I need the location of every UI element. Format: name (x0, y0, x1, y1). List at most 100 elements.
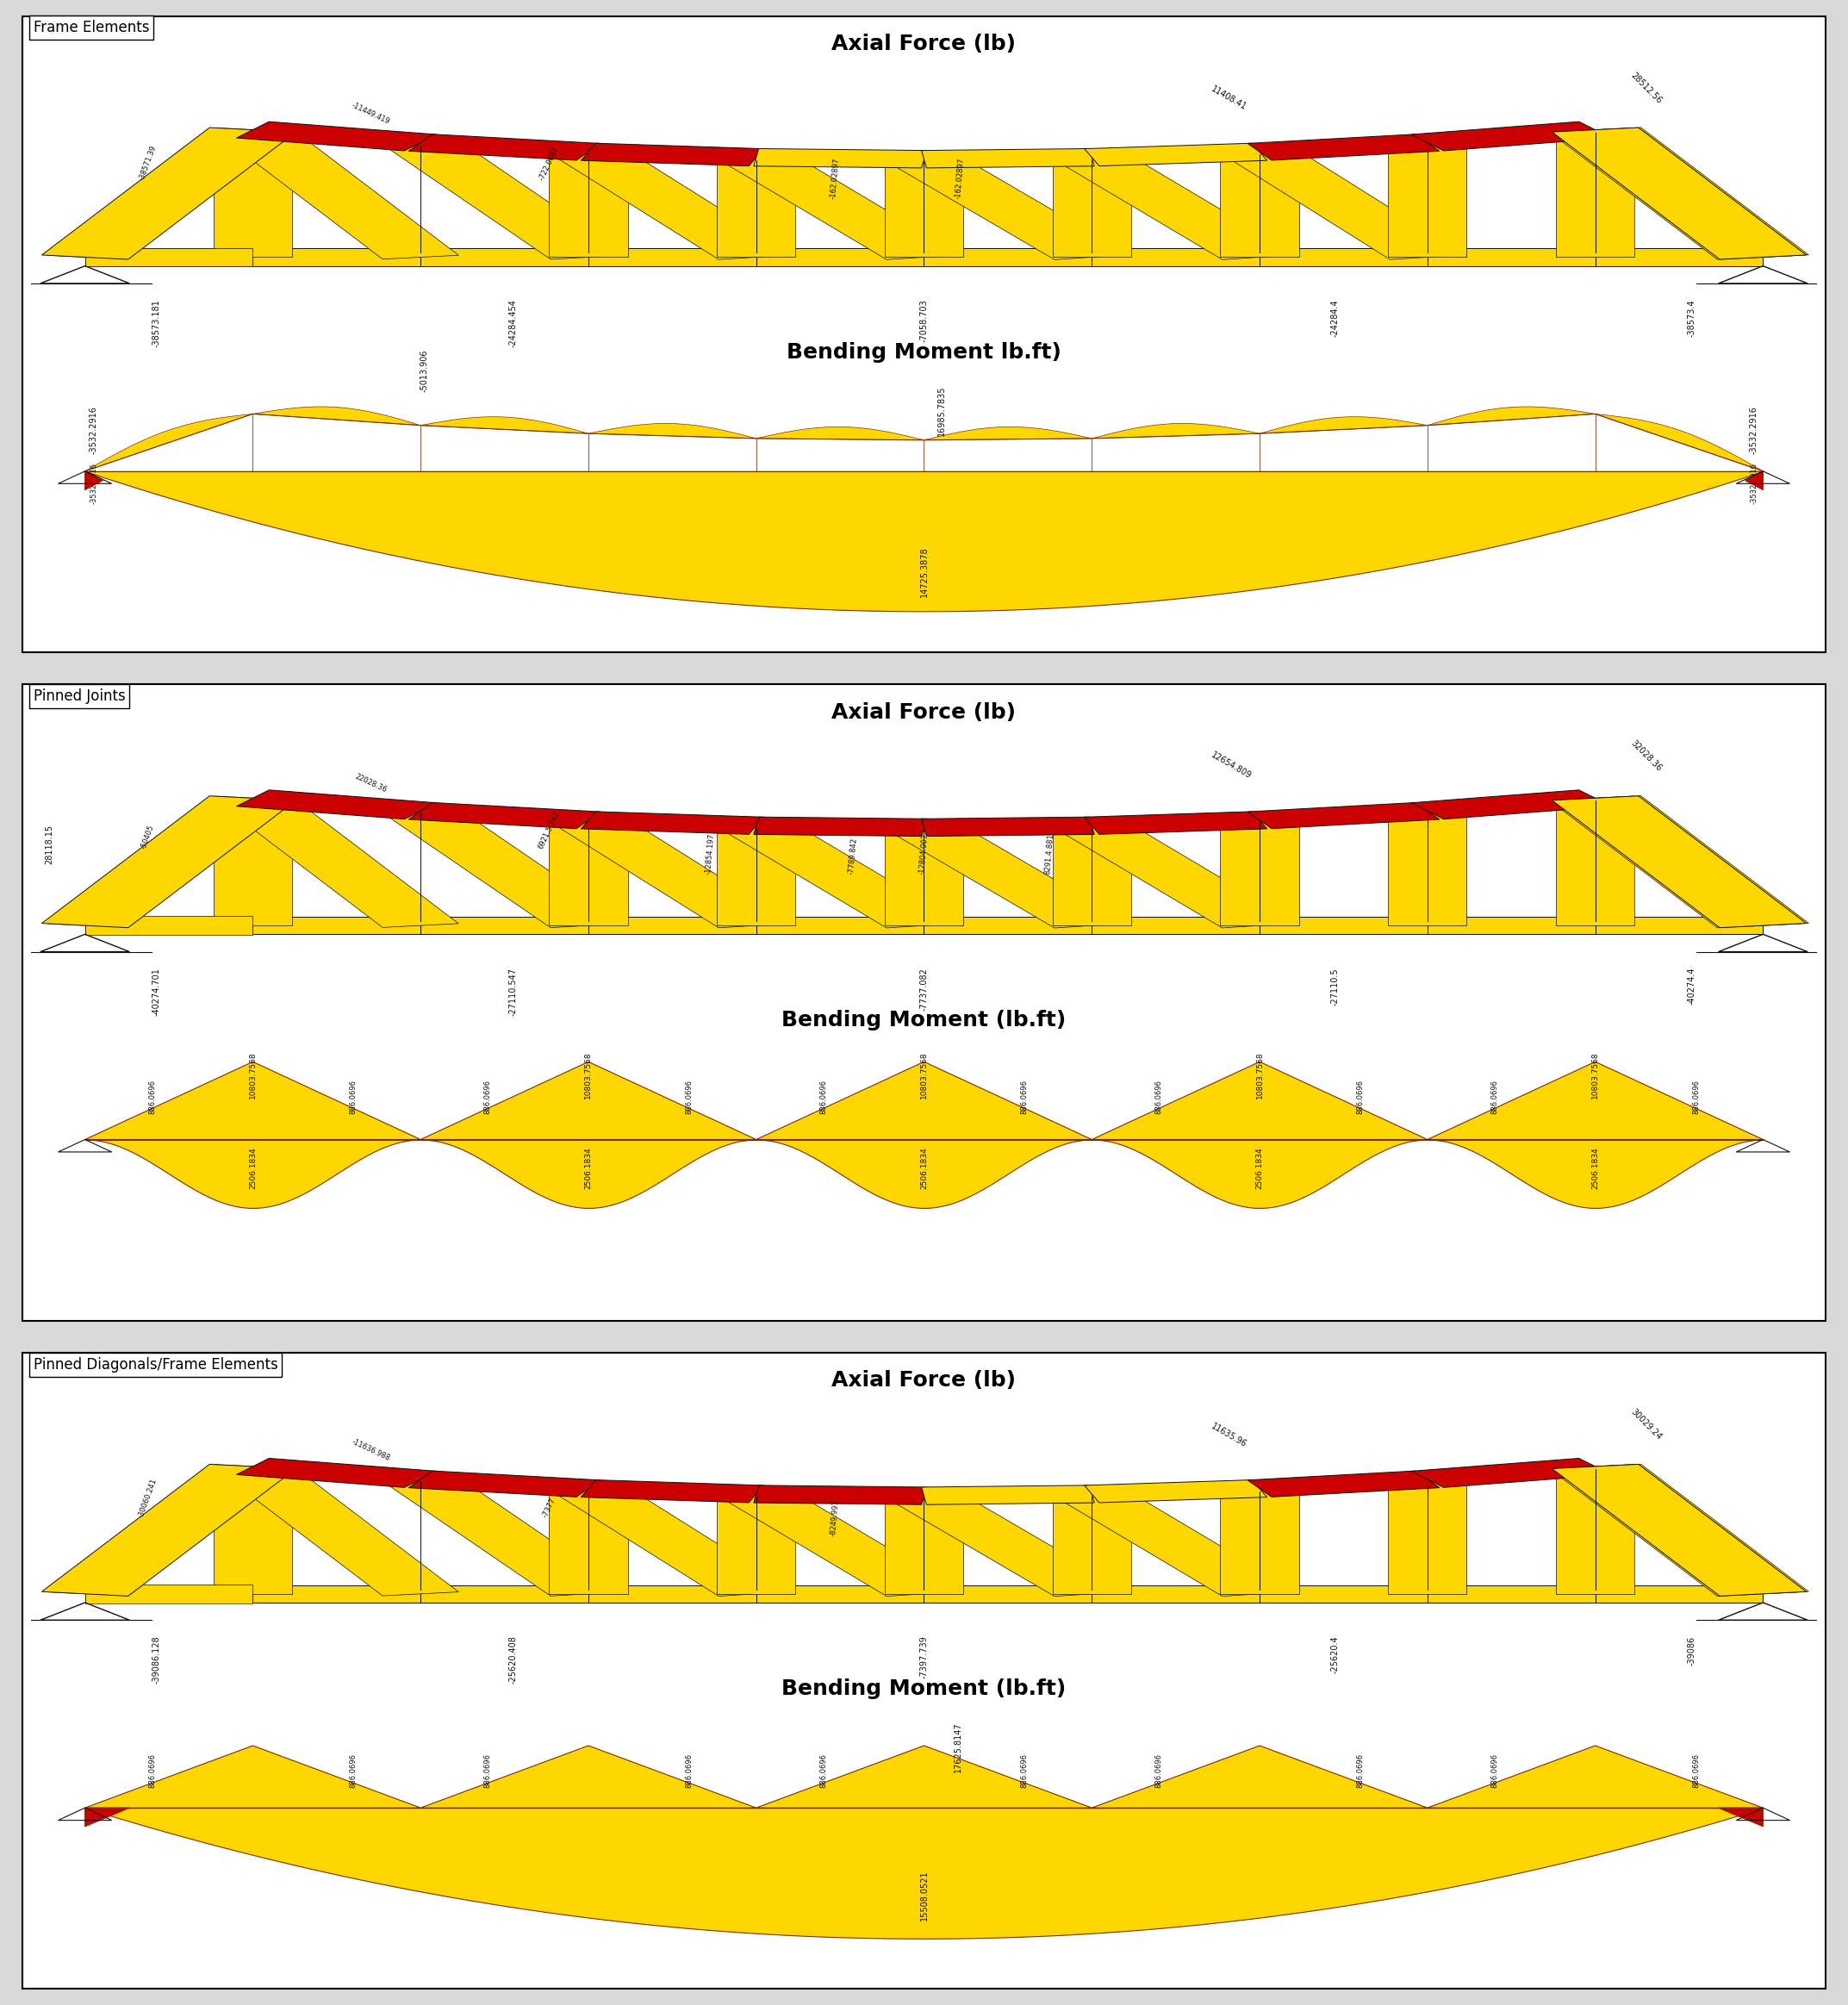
Polygon shape (1745, 471, 1763, 489)
Polygon shape (85, 249, 253, 267)
Polygon shape (549, 152, 628, 257)
Polygon shape (383, 1478, 626, 1596)
Polygon shape (85, 1586, 253, 1602)
Polygon shape (1427, 407, 1595, 425)
Text: -12854.197: -12854.197 (704, 832, 715, 874)
Text: 8291.4.881: 8291.4.881 (1044, 834, 1055, 874)
Polygon shape (719, 1492, 961, 1596)
Polygon shape (1053, 1494, 1131, 1594)
Polygon shape (551, 1486, 793, 1596)
Text: 10803.7568: 10803.7568 (249, 1051, 257, 1099)
Polygon shape (1222, 150, 1465, 259)
Text: 886.0696: 886.0696 (1020, 1752, 1029, 1788)
Polygon shape (421, 1063, 756, 1139)
Polygon shape (754, 1486, 926, 1504)
Text: 2506.1834: 2506.1834 (1591, 1147, 1599, 1189)
Text: 10803.7568: 10803.7568 (920, 1051, 928, 1099)
Polygon shape (756, 916, 924, 934)
Polygon shape (1092, 1746, 1427, 1809)
Polygon shape (1092, 1063, 1427, 1139)
Text: 11635.96: 11635.96 (1210, 1422, 1247, 1448)
Polygon shape (924, 249, 1092, 267)
Title: Axial Force (lb): Axial Force (lb) (832, 702, 1016, 722)
Polygon shape (1550, 796, 1809, 928)
Polygon shape (46, 1464, 290, 1596)
Polygon shape (46, 128, 290, 259)
Title: Axial Force (lb): Axial Force (lb) (832, 34, 1016, 54)
Text: 30029.24: 30029.24 (1630, 1408, 1663, 1442)
Polygon shape (588, 249, 756, 267)
Polygon shape (1427, 916, 1595, 934)
Text: -3532.2916: -3532.2916 (1750, 463, 1757, 503)
Polygon shape (1558, 1464, 1802, 1596)
Text: -25620.408: -25620.408 (508, 1636, 517, 1684)
Polygon shape (580, 812, 763, 834)
Text: 886.0696: 886.0696 (1491, 1079, 1499, 1115)
Polygon shape (1053, 156, 1131, 257)
Polygon shape (214, 130, 292, 257)
Polygon shape (1427, 1746, 1763, 1809)
Polygon shape (717, 826, 795, 926)
Text: 32028.36: 32028.36 (1630, 740, 1663, 774)
Polygon shape (885, 158, 963, 257)
Text: -3532.2916: -3532.2916 (89, 407, 98, 455)
Polygon shape (1595, 413, 1763, 471)
Polygon shape (253, 1586, 421, 1602)
Polygon shape (1552, 1464, 1805, 1596)
Text: 886.0696: 886.0696 (1155, 1079, 1162, 1115)
Text: -27110.547: -27110.547 (508, 968, 517, 1017)
Polygon shape (85, 471, 103, 489)
Polygon shape (924, 427, 1092, 439)
Polygon shape (237, 122, 436, 150)
Polygon shape (756, 1586, 924, 1602)
Polygon shape (580, 142, 763, 166)
Text: 10803.7568: 10803.7568 (1257, 1051, 1264, 1099)
Polygon shape (887, 156, 1129, 259)
Text: 10803.7568: 10803.7568 (1591, 1051, 1599, 1099)
Polygon shape (1220, 1488, 1299, 1594)
Text: 10803.7568: 10803.7568 (584, 1051, 591, 1099)
Polygon shape (408, 1472, 601, 1498)
Polygon shape (1085, 142, 1268, 166)
Text: -3532.2916: -3532.2916 (1750, 407, 1759, 455)
Text: 886.0696: 886.0696 (686, 1752, 693, 1788)
Polygon shape (1085, 812, 1268, 834)
Text: -40274.4: -40274.4 (1687, 968, 1696, 1005)
Text: Pinned Joints: Pinned Joints (33, 688, 126, 704)
Polygon shape (588, 423, 756, 439)
Polygon shape (43, 796, 296, 928)
Polygon shape (1558, 796, 1802, 928)
Text: 22028.36: 22028.36 (353, 772, 388, 794)
Polygon shape (1092, 423, 1260, 439)
Polygon shape (1260, 249, 1427, 267)
Text: -25620.4: -25620.4 (1331, 1636, 1340, 1674)
Polygon shape (1427, 1586, 1595, 1602)
Polygon shape (1260, 417, 1427, 433)
Polygon shape (922, 816, 1094, 836)
Polygon shape (551, 818, 793, 928)
Polygon shape (421, 1586, 588, 1602)
Text: 2506.1834: 2506.1834 (920, 1147, 928, 1189)
Text: 6921.5.742: 6921.5.742 (538, 810, 562, 850)
Text: -27110.5: -27110.5 (1331, 968, 1340, 1005)
Polygon shape (549, 1488, 628, 1594)
Polygon shape (85, 916, 253, 934)
Polygon shape (1556, 798, 1634, 926)
Polygon shape (85, 1809, 129, 1827)
Polygon shape (1260, 1586, 1427, 1602)
Text: 2506.1834: 2506.1834 (249, 1147, 257, 1189)
Text: -162.02897: -162.02897 (954, 158, 965, 198)
Polygon shape (549, 820, 628, 926)
Polygon shape (1552, 128, 1805, 259)
Title: Bending Moment (lb.ft): Bending Moment (lb.ft) (782, 1678, 1066, 1698)
Polygon shape (922, 148, 1094, 168)
Polygon shape (1550, 128, 1809, 259)
Polygon shape (1085, 1480, 1268, 1502)
Text: 886.0696: 886.0696 (349, 1752, 357, 1788)
Polygon shape (580, 1480, 763, 1502)
Polygon shape (1412, 1458, 1611, 1488)
Title: Bending Moment lb.ft): Bending Moment lb.ft) (787, 341, 1061, 363)
Text: -12804.007: -12804.007 (918, 832, 930, 874)
Polygon shape (719, 154, 961, 259)
Polygon shape (408, 134, 601, 160)
